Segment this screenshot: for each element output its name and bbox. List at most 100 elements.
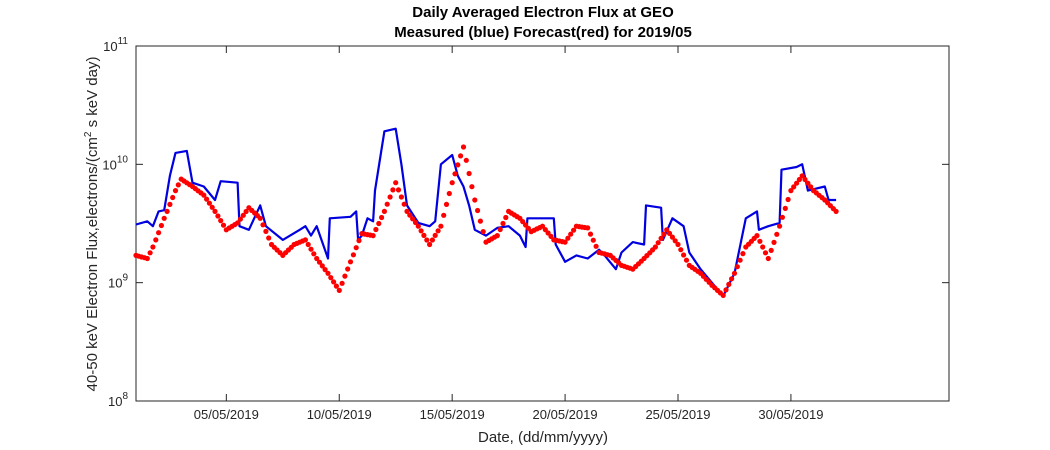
y-axis-label-exponent: 2 xyxy=(83,131,94,137)
forecast-point xyxy=(161,215,167,221)
forecast-point xyxy=(353,245,359,251)
forecast-point xyxy=(373,226,379,233)
forecast-point xyxy=(785,196,791,203)
forecast-point xyxy=(384,201,390,207)
forecast-point xyxy=(308,246,314,252)
forecast-point xyxy=(421,232,427,238)
forecast-point xyxy=(240,212,246,218)
x-tick-label: 10/05/2019 xyxy=(307,407,372,422)
forecast-point xyxy=(788,188,794,194)
forecast-point xyxy=(347,259,354,265)
forecast-point xyxy=(336,287,342,293)
forecast-point xyxy=(548,233,554,239)
forecast-point xyxy=(458,153,464,159)
forecast-point xyxy=(652,244,659,250)
forecast-point xyxy=(765,255,771,262)
forecast-point xyxy=(390,187,396,193)
forecast-point xyxy=(466,170,472,177)
forecast-point xyxy=(545,230,551,236)
x-axis-label: Date, (dd/mm/yyyy) xyxy=(478,429,608,446)
forecast-point xyxy=(147,250,153,256)
forecast-point xyxy=(672,238,678,244)
forecast-point xyxy=(432,232,438,238)
forecast-point xyxy=(331,279,337,285)
forecast-point xyxy=(322,267,328,273)
forecast-point xyxy=(427,241,433,248)
forecast-point xyxy=(201,192,207,198)
forecast-point xyxy=(158,222,164,229)
x-axis: 05/05/2019 10/05/2019 15/05/2019 20/05/2019… xyxy=(194,46,823,422)
forecast-point xyxy=(494,233,500,239)
forecast-point xyxy=(675,241,681,248)
forecast-point xyxy=(144,255,150,262)
forecast-point xyxy=(235,220,241,226)
forecast-point xyxy=(463,157,469,163)
forecast-point xyxy=(319,263,325,269)
forecast-point xyxy=(305,241,311,248)
forecast-point xyxy=(760,244,766,250)
forecast-point xyxy=(175,182,181,188)
forecast-point xyxy=(808,184,814,190)
forecast-point xyxy=(429,237,435,243)
forecast-point xyxy=(215,213,221,219)
forecast-point xyxy=(209,204,215,210)
forecast-point xyxy=(438,223,444,229)
forecast-point xyxy=(593,243,599,249)
forecast-point xyxy=(796,176,803,183)
forecast-point xyxy=(314,255,320,262)
forecast-point xyxy=(571,227,577,233)
forecast-point xyxy=(469,184,475,190)
forecast-point xyxy=(681,252,687,258)
y-axis: 108 109 1010 1011 xyxy=(102,36,949,409)
forecast-point xyxy=(350,252,356,258)
forecast-point xyxy=(503,214,509,221)
forecast-point xyxy=(153,237,159,243)
forecast-point xyxy=(379,214,385,221)
forecast-point xyxy=(661,231,667,237)
forecast-point xyxy=(410,216,416,222)
forecast-point xyxy=(415,223,421,229)
series-layer xyxy=(133,127,839,298)
forecast-point xyxy=(726,281,732,287)
forecast-point xyxy=(740,251,746,257)
forecast-point xyxy=(771,239,777,245)
forecast-point xyxy=(311,251,317,257)
forecast-flux-points xyxy=(133,144,839,298)
forecast-point xyxy=(669,234,676,240)
forecast-point xyxy=(266,235,272,241)
forecast-point xyxy=(791,184,797,190)
forecast-point xyxy=(658,235,664,241)
y-axis-label-units: s keV day) xyxy=(84,57,101,132)
x-tick-label: 20/05/2019 xyxy=(533,407,598,422)
forecast-point xyxy=(395,187,402,193)
forecast-point xyxy=(678,247,684,253)
forecast-point xyxy=(460,144,467,150)
forecast-point xyxy=(500,220,506,227)
chart-subtitle: Measured (blue) Forecast(red) for 2019/0… xyxy=(394,24,692,41)
forecast-point xyxy=(655,240,661,246)
forecast-point xyxy=(455,162,461,168)
forecast-point xyxy=(768,247,774,253)
forecast-point xyxy=(449,180,455,186)
forecast-point xyxy=(779,214,786,220)
y-tick-label: 109 xyxy=(108,273,128,291)
forecast-point xyxy=(731,270,738,276)
forecast-point xyxy=(398,194,404,200)
forecast-point xyxy=(480,229,486,235)
x-tick-label: 30/05/2019 xyxy=(758,407,823,422)
x-tick-label: 15/05/2019 xyxy=(420,407,485,422)
forecast-point xyxy=(754,233,760,239)
forecast-point xyxy=(683,257,690,263)
y-tick-label: 1010 xyxy=(102,154,128,172)
forecast-point xyxy=(376,220,382,227)
forecast-point xyxy=(565,235,571,241)
forecast-point xyxy=(762,250,769,256)
forecast-point xyxy=(404,208,410,214)
forecast-point xyxy=(172,188,179,194)
forecast-point xyxy=(170,194,176,201)
forecast-point xyxy=(370,233,376,239)
forecast-point xyxy=(774,231,780,237)
forecast-point xyxy=(325,270,331,276)
forecast-point xyxy=(212,208,218,214)
x-tick-label: 05/05/2019 xyxy=(194,407,259,422)
